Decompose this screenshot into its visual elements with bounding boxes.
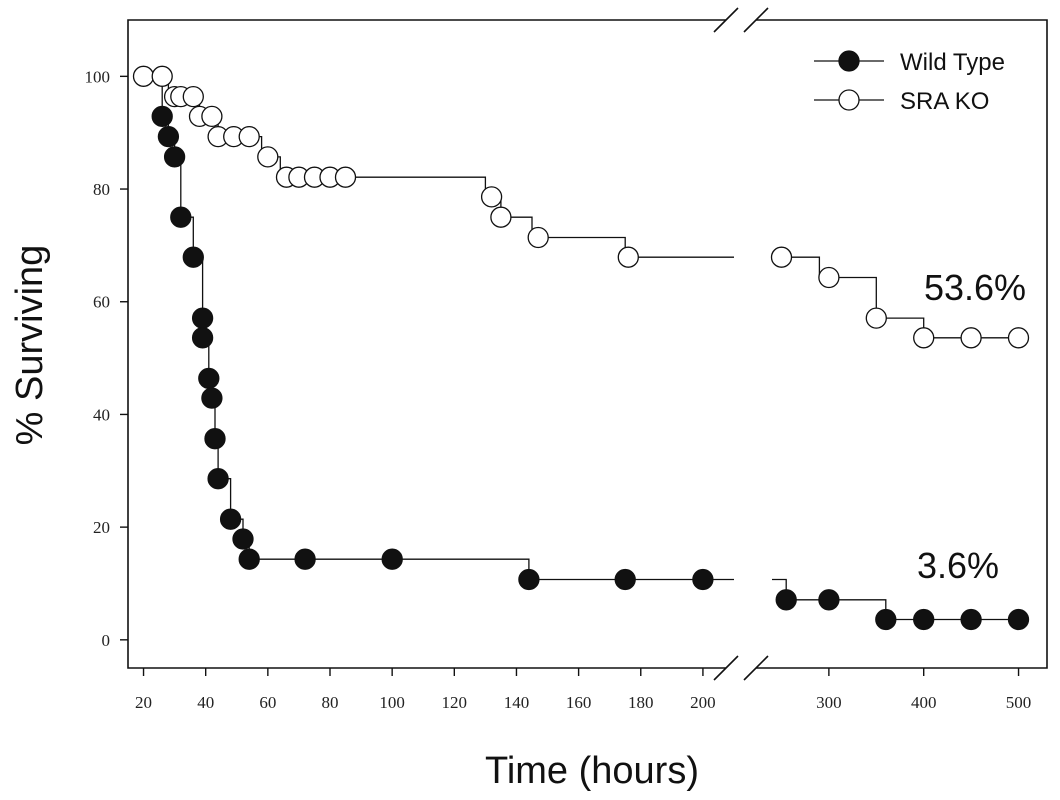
data-point [490, 206, 512, 228]
data-point [238, 125, 260, 148]
y-tick-label: 100 [85, 67, 111, 86]
legend-label: SRA KO [900, 88, 989, 115]
data-point [818, 589, 840, 611]
data-point [913, 327, 935, 349]
data-point [151, 65, 173, 87]
data-point [170, 206, 192, 228]
data-point [182, 246, 204, 268]
x-tick-label: 180 [628, 693, 654, 712]
data-point [207, 468, 229, 490]
y-tick-label: 40 [93, 405, 110, 424]
x-tick-label: 120 [442, 693, 468, 712]
x-tick-label: 60 [259, 693, 276, 712]
data-point [157, 125, 180, 148]
y-tick-label: 80 [93, 180, 110, 199]
data-point [818, 266, 840, 289]
axis-break-mark [713, 655, 739, 681]
data-point [257, 146, 279, 168]
series-step-line [143, 75, 1019, 339]
data-point [875, 608, 897, 631]
data-point [151, 105, 173, 128]
legend-entry: SRA KO [814, 88, 989, 115]
legend-entry: Wild Type [814, 49, 1005, 76]
data-point [617, 246, 639, 268]
data-point [238, 548, 260, 570]
data-point [614, 568, 636, 591]
data-point [198, 367, 220, 390]
x-tick-label: 20 [135, 693, 152, 712]
data-point [865, 307, 887, 329]
data-point [1007, 327, 1030, 349]
x-tick-label: 40 [197, 693, 214, 712]
data-point [480, 186, 503, 208]
plot-frame [127, 19, 1048, 669]
data-point [334, 166, 357, 188]
data-point [201, 387, 223, 409]
data-point [191, 327, 214, 349]
x-axis-title: Time (hours) [485, 750, 699, 792]
data-point [163, 146, 186, 168]
data-point [960, 327, 982, 349]
axis-break-mark [713, 7, 739, 33]
y-tick-label: 0 [102, 631, 111, 650]
legend-marker [838, 50, 860, 72]
data-point [770, 246, 793, 268]
y-tick-label: 60 [93, 293, 110, 312]
data-point [518, 568, 540, 591]
data-point [960, 608, 982, 631]
x-tick-label: 100 [379, 693, 405, 712]
data-point [219, 508, 242, 530]
data-point [1007, 608, 1030, 631]
data-point [775, 589, 797, 611]
x-tick-label: 500 [1006, 693, 1032, 712]
data-point [692, 568, 714, 591]
x-tick-label: 200 [690, 693, 716, 712]
data-point [381, 548, 403, 570]
x-tick-label: 400 [911, 693, 937, 712]
legend-marker [838, 89, 860, 111]
data-point [132, 65, 155, 87]
data-point [201, 105, 223, 128]
end-value-annotation: 53.6% [924, 267, 1026, 308]
data-point [232, 528, 254, 550]
data-point [182, 85, 204, 108]
data-point [913, 608, 935, 631]
series-sra-ko: 53.6% [132, 65, 1030, 349]
data-point [294, 548, 316, 570]
legend-label: Wild Type [900, 49, 1005, 76]
data-point [527, 226, 549, 249]
x-tick-label: 140 [504, 693, 530, 712]
data-point [191, 307, 214, 329]
axis-break-mark [743, 7, 769, 33]
x-tick-label: 80 [322, 693, 339, 712]
y-axis-title: % Surviving [9, 245, 51, 446]
data-point [204, 428, 226, 450]
x-tick-label: 300 [816, 693, 842, 712]
end-value-annotation: 3.6% [917, 545, 999, 586]
series-wild-type: 3.6% [143, 75, 1030, 631]
axis-break-mark [743, 655, 769, 681]
x-tick-label: 160 [566, 693, 592, 712]
y-tick-label: 20 [93, 518, 110, 537]
